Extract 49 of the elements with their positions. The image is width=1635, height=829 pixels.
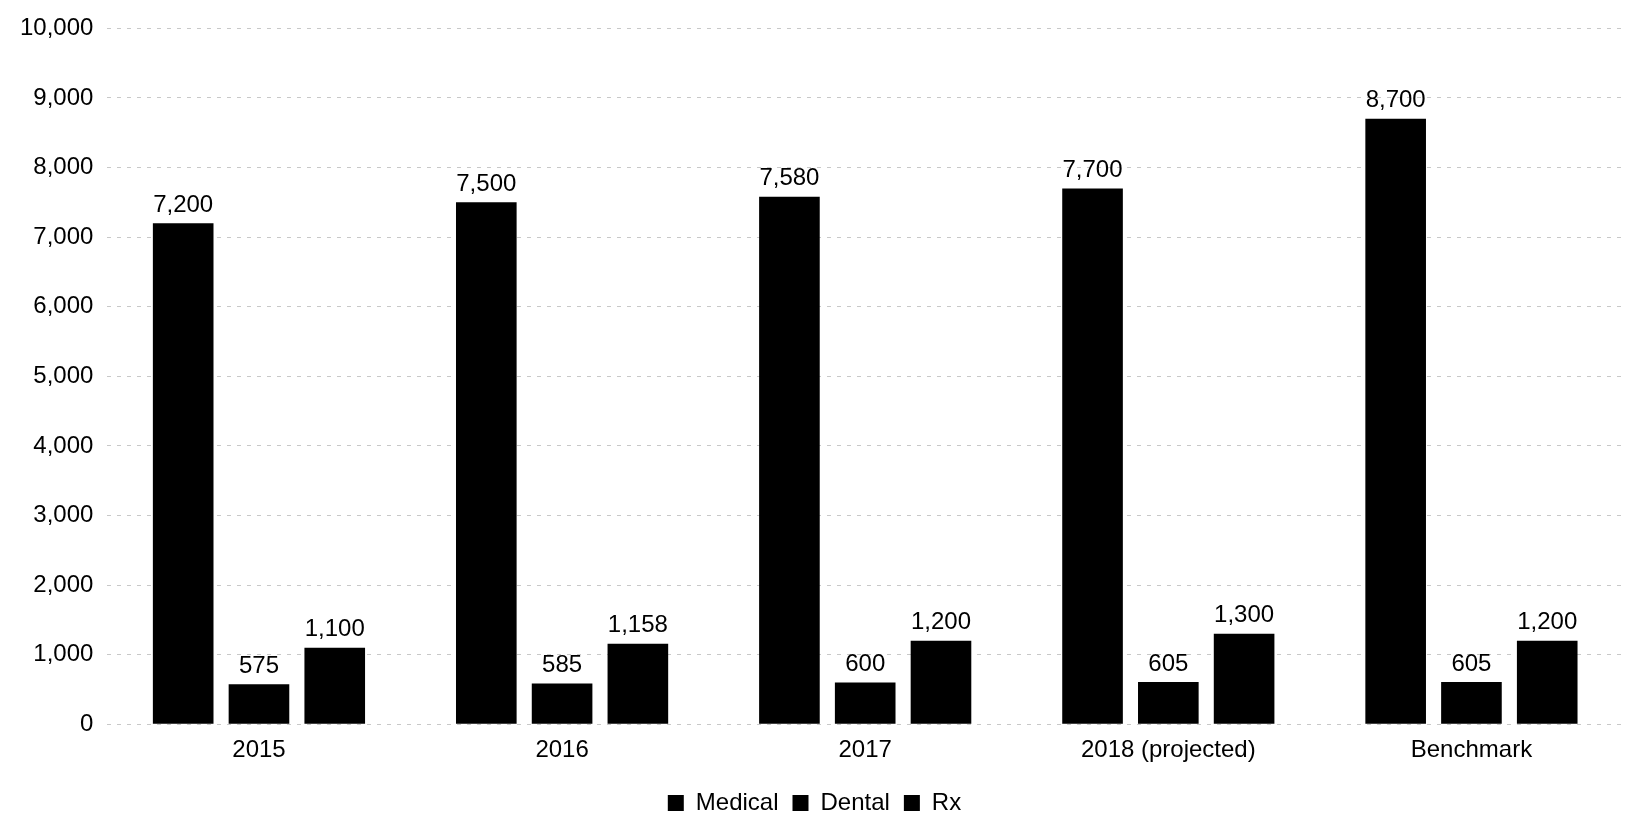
bar <box>1365 118 1426 724</box>
data-label: 7,200 <box>153 189 214 217</box>
legend-label: Medical <box>695 787 779 815</box>
y-tick-label: 3,000 <box>33 500 94 528</box>
bar <box>1441 682 1502 724</box>
y-tick-label: 1,000 <box>33 639 94 667</box>
y-tick-label: 2,000 <box>33 569 94 597</box>
x-tick-label: Benchmark <box>1410 735 1534 763</box>
data-label: 605 <box>1148 648 1189 676</box>
bar <box>455 202 517 724</box>
data-label: 1,300 <box>1214 600 1275 628</box>
x-tick-label: 2015 <box>232 735 286 763</box>
data-label: 1,200 <box>1517 607 1578 635</box>
bar <box>1138 682 1199 724</box>
y-tick-label: 9,000 <box>33 82 94 110</box>
y-tick-label: 0 <box>80 708 94 736</box>
bar <box>152 223 214 724</box>
bar <box>759 196 820 724</box>
data-label: 8,700 <box>1365 85 1426 113</box>
bar <box>1516 640 1578 724</box>
y-tick-label: 8,000 <box>33 152 94 180</box>
bar <box>228 684 290 724</box>
bar <box>531 683 593 724</box>
bar <box>1062 188 1123 724</box>
data-label: 605 <box>1451 648 1492 676</box>
bar <box>1213 633 1275 724</box>
legend-label: Dental <box>820 787 890 815</box>
x-tick-label: 2016 <box>535 735 589 763</box>
data-label: 7,700 <box>1062 155 1123 183</box>
data-label: 600 <box>845 649 886 677</box>
x-tick-label: 2018 (projected) <box>1080 735 1256 763</box>
y-tick-label: 4,000 <box>33 430 94 458</box>
bar <box>607 643 669 724</box>
x-tick-label: 2017 <box>838 735 892 763</box>
data-label: 575 <box>238 650 279 678</box>
data-label: 1,200 <box>910 607 972 635</box>
y-tick-label: 5,000 <box>33 360 94 388</box>
bar <box>834 682 896 724</box>
data-label: 7,500 <box>456 168 517 196</box>
y-tick-label: 10,000 <box>20 13 94 41</box>
bar <box>910 640 972 724</box>
y-tick-label: 7,000 <box>33 221 94 249</box>
data-label: 585 <box>542 650 583 678</box>
legend-label: Rx <box>931 787 962 815</box>
data-label: 1,158 <box>607 610 668 638</box>
y-tick-label: 6,000 <box>33 291 94 319</box>
data-label: 7,580 <box>759 163 820 191</box>
bar <box>304 647 366 724</box>
data-label: 1,100 <box>304 614 365 642</box>
